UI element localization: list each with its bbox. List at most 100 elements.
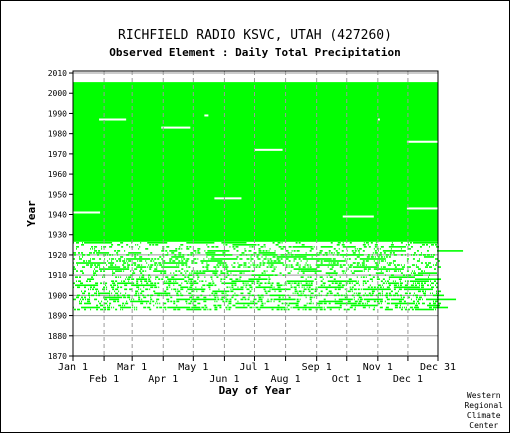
data-point — [252, 264, 256, 266]
data-point — [406, 260, 408, 262]
data-point — [310, 288, 314, 291]
data-point — [93, 274, 96, 276]
data-point — [92, 288, 95, 291]
data-point — [244, 248, 246, 250]
x-tick-label: Apr 1 — [148, 374, 178, 385]
data-point — [235, 302, 258, 305]
data-point — [362, 288, 391, 291]
data-point — [180, 286, 189, 289]
data-point — [304, 308, 307, 311]
data-point — [426, 284, 429, 287]
data-point — [408, 292, 411, 295]
data-point — [327, 266, 329, 268]
data-point — [104, 302, 108, 305]
data-point — [363, 246, 367, 248]
data-point — [118, 258, 122, 260]
data-point — [438, 290, 442, 293]
data-point — [409, 242, 412, 244]
data-point — [205, 266, 209, 268]
data-point — [417, 302, 420, 305]
data-point — [103, 296, 123, 299]
data-point — [414, 308, 434, 311]
data-point — [102, 288, 106, 291]
data-point — [182, 254, 185, 256]
data-point — [382, 286, 384, 289]
data-point — [334, 288, 337, 291]
data-point — [228, 308, 231, 311]
data-point — [251, 246, 254, 248]
credit-line: Regional — [464, 401, 503, 410]
data-point — [213, 266, 217, 268]
data-point — [293, 258, 297, 260]
data-point — [271, 288, 291, 291]
data-point — [436, 296, 438, 299]
data-point — [339, 264, 342, 266]
data-point — [188, 292, 192, 295]
data-point — [231, 286, 234, 289]
data-point — [374, 262, 378, 264]
data-point — [167, 306, 191, 309]
data-point — [181, 264, 185, 266]
data-point — [410, 298, 412, 301]
data-point — [379, 248, 381, 250]
data-point — [225, 298, 229, 301]
data-point — [220, 298, 224, 301]
data-point — [224, 294, 226, 297]
data-point — [219, 306, 222, 309]
data-point — [257, 300, 260, 303]
data-point — [192, 302, 194, 305]
data-point — [394, 304, 398, 307]
data-point — [216, 276, 219, 278]
data-point — [235, 246, 239, 248]
data-point — [185, 300, 188, 303]
data-point — [177, 288, 179, 291]
data-point — [221, 282, 237, 285]
data-point — [92, 248, 94, 250]
data-point — [74, 254, 77, 256]
data-point — [376, 278, 380, 280]
data-point — [263, 288, 266, 291]
data-point — [381, 292, 383, 295]
y-tick-label: 2000 — [48, 89, 67, 98]
data-point — [245, 282, 247, 285]
data-point — [398, 288, 402, 291]
data-point — [193, 258, 197, 260]
y-tick-label: 1960 — [48, 170, 67, 179]
data-point — [429, 284, 431, 287]
data-point — [313, 296, 315, 299]
data-point — [73, 298, 77, 301]
data-point — [328, 250, 331, 252]
data-point — [345, 284, 347, 287]
data-point — [262, 296, 264, 299]
data-point — [322, 278, 324, 280]
data-point — [309, 294, 311, 297]
data-point — [252, 300, 255, 303]
data-point — [420, 262, 423, 264]
data-point — [209, 294, 211, 297]
data-point — [90, 308, 92, 311]
data-point — [277, 304, 280, 307]
data-point — [373, 260, 375, 262]
data-point — [260, 304, 264, 307]
data-point — [362, 276, 365, 278]
data-point — [421, 298, 423, 301]
data-point — [249, 290, 252, 293]
data-point — [232, 288, 244, 291]
data-point — [131, 242, 133, 244]
data-point — [151, 258, 154, 260]
data-point — [221, 292, 225, 295]
data-point — [76, 296, 80, 299]
data-point — [203, 258, 205, 260]
data-point — [119, 260, 122, 262]
data-point — [169, 258, 173, 260]
data-point — [275, 244, 279, 246]
data-point — [297, 294, 303, 297]
data-point — [173, 272, 175, 274]
data-point — [302, 258, 332, 260]
data-point — [276, 258, 280, 260]
data-point — [180, 294, 184, 297]
data-point — [116, 260, 119, 262]
data-point — [238, 264, 243, 266]
data-point — [354, 300, 358, 303]
data-point — [327, 280, 357, 283]
